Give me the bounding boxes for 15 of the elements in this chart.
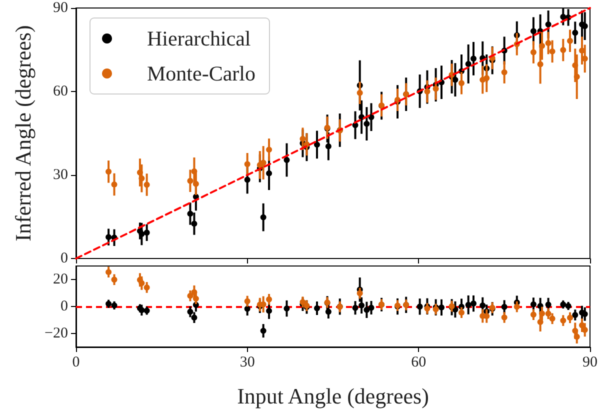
y-tick-label: 90: [53, 0, 68, 16]
x-tick-label: 60: [411, 354, 426, 370]
y-tick-label: 60: [53, 84, 68, 100]
x-tick-label: 30: [240, 354, 255, 370]
x-tick-label: 90: [582, 354, 598, 370]
y-tick-label: 20: [53, 272, 68, 288]
legend-label: Monte-Carlo: [147, 62, 256, 86]
y-tick-label: −20: [44, 326, 68, 342]
y-tick-label: 0: [60, 298, 68, 314]
legend-label: Hierarchical: [147, 26, 251, 50]
x-axis-title: Input Angle (degrees): [237, 384, 429, 408]
y-axis-title: Inferred Angle (degrees): [10, 25, 36, 242]
y-tick-label: 0: [60, 250, 68, 266]
x-tick-label: 0: [72, 354, 80, 370]
y-tick-label: 30: [53, 167, 68, 183]
